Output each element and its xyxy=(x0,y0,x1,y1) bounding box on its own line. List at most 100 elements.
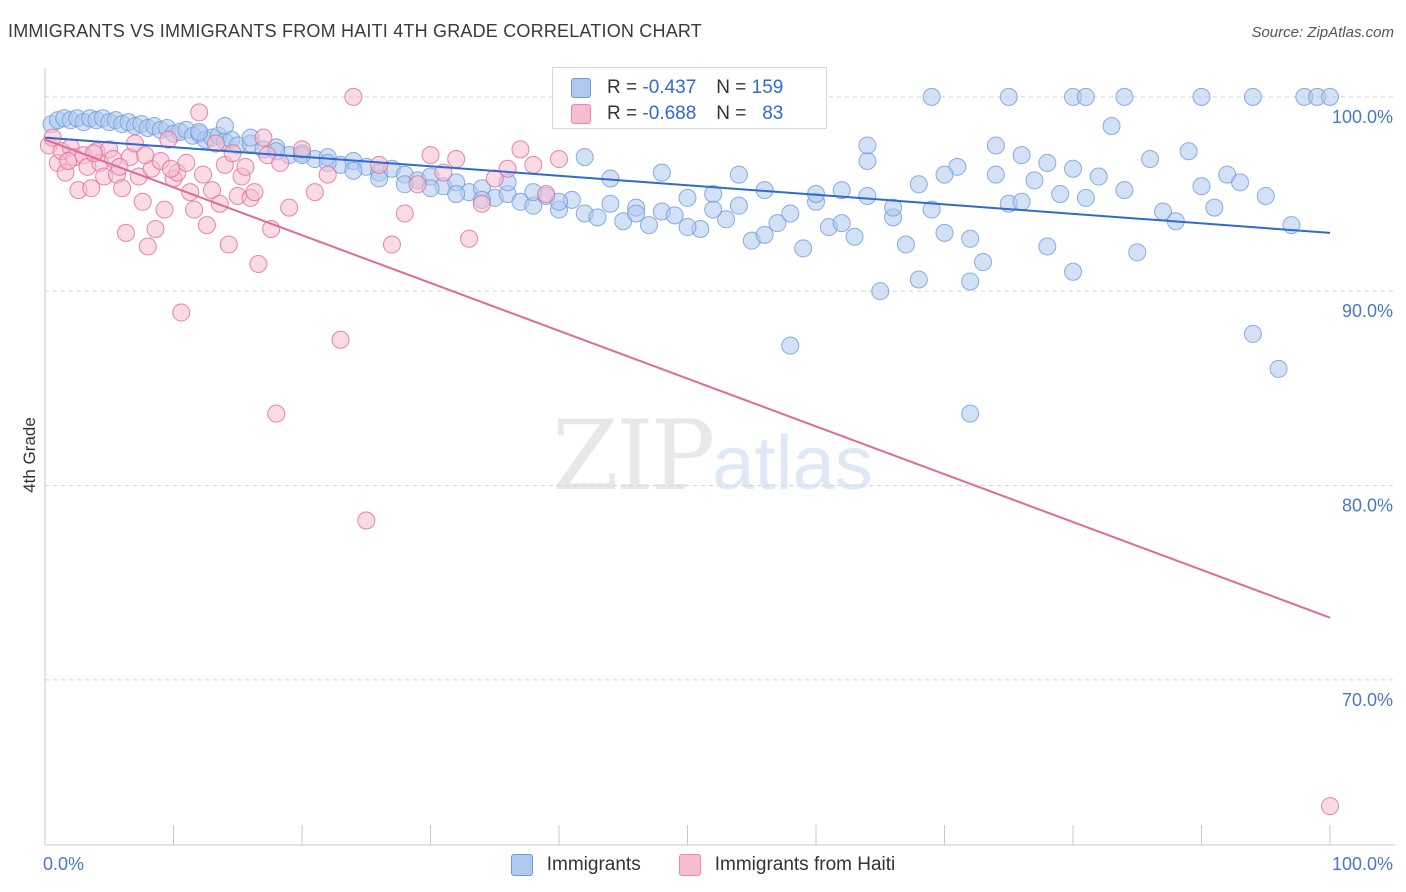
immigrants-point xyxy=(1231,173,1250,192)
immigrants-point xyxy=(1012,146,1031,165)
immigrants-point xyxy=(935,223,954,242)
legend-row-haiti: R = -0.688 N = 83 xyxy=(571,101,783,127)
haiti-point xyxy=(206,134,225,153)
haiti-point xyxy=(370,155,389,174)
haiti-point xyxy=(197,216,216,235)
legend-item-immigrants[interactable]: Immigrants xyxy=(510,852,641,878)
immigrants-point xyxy=(678,218,697,237)
immigrants-point xyxy=(961,404,980,423)
immigrants-point xyxy=(215,117,234,136)
y-tick-label: 80.0% xyxy=(1342,496,1393,516)
immigrants-point xyxy=(768,214,787,233)
immigrants-point xyxy=(1243,87,1262,106)
haiti-point xyxy=(280,198,299,217)
haiti-point xyxy=(219,235,238,254)
haiti-point xyxy=(155,200,174,219)
grid-lines xyxy=(45,96,1395,681)
haiti-point xyxy=(254,128,273,147)
immigrants-point xyxy=(961,229,980,248)
legend-r-label: R = xyxy=(607,103,638,124)
watermark-zip: ZIP xyxy=(552,400,715,512)
axes xyxy=(44,68,1395,846)
haiti-point xyxy=(84,144,103,163)
x-tick-label-max: 100.0% xyxy=(1332,854,1393,874)
legend-swatch-haiti xyxy=(678,854,701,876)
immigrants-point xyxy=(588,208,607,227)
haiti-point xyxy=(249,254,268,273)
watermark: ZIPatlas xyxy=(552,400,873,512)
haiti-point xyxy=(293,140,311,159)
immigrants-point xyxy=(794,239,813,258)
immigrants-point xyxy=(896,235,915,254)
immigrants-point xyxy=(909,270,928,289)
haiti-point xyxy=(331,330,350,349)
legend-n-value: 83 xyxy=(762,103,784,124)
haiti-point xyxy=(138,237,157,256)
haiti-point xyxy=(408,175,427,194)
immigrants-point xyxy=(858,186,877,205)
tick-labels: 70.0% 80.0% 90.0% 100.0% 0.0% 100.0% xyxy=(43,107,1393,874)
immigrants-point xyxy=(627,204,646,223)
immigrants-point xyxy=(832,181,851,200)
immigrants-point xyxy=(1205,198,1224,217)
immigrants-point xyxy=(344,161,363,180)
immigrants-point xyxy=(1012,192,1031,211)
haiti-point xyxy=(271,153,290,172)
trend-lines xyxy=(44,136,1331,619)
immigrants-point xyxy=(678,188,697,207)
immigrants-point xyxy=(858,136,877,155)
haiti-point xyxy=(318,165,337,184)
legend-r-value: -0.437 xyxy=(642,77,697,98)
immigrants-point xyxy=(1128,243,1147,262)
immigrants-point xyxy=(665,206,684,225)
immigrants-point xyxy=(1076,188,1095,207)
haiti-point xyxy=(236,157,255,176)
haiti-point xyxy=(267,404,286,423)
immigrants-point xyxy=(1089,167,1108,186)
chart-source: Source: ZipAtlas.com xyxy=(1251,24,1394,41)
y-axis-label: 4th Grade xyxy=(20,417,39,493)
legend-r-label: R = xyxy=(607,77,638,98)
immigrants-point xyxy=(986,165,1005,184)
watermark-atlas: atlas xyxy=(712,421,873,506)
immigrants-point xyxy=(1256,186,1275,205)
legend-label: Immigrants from Haiti xyxy=(714,854,896,875)
haiti-point xyxy=(136,146,155,165)
series-immigrants-points xyxy=(42,87,1339,423)
immigrants-point xyxy=(1102,117,1121,136)
haiti-point xyxy=(159,130,178,149)
haiti-point xyxy=(524,155,543,174)
immigrants-point xyxy=(639,216,658,235)
immigrants-point xyxy=(447,185,466,204)
correlation-legend: R = -0.437 N = 159 R = -0.688 N = 83 xyxy=(552,67,827,129)
legend-row-immigrants: R = -0.437 N = 159 xyxy=(571,75,783,101)
immigrants-point xyxy=(1141,150,1160,169)
legend-n-label: N = xyxy=(716,77,747,98)
immigrants-point xyxy=(601,194,620,213)
immigrants-point xyxy=(845,227,864,246)
haiti-point xyxy=(460,229,479,248)
series-legend: Immigrants Immigrants from Haiti xyxy=(0,852,1406,878)
immigrants-point xyxy=(729,165,748,184)
immigrants-point xyxy=(190,122,209,141)
haiti-point xyxy=(190,103,209,122)
immigrants-point xyxy=(909,175,928,194)
haiti-point xyxy=(146,220,165,239)
haiti-point xyxy=(344,87,363,106)
haiti-trend-line xyxy=(44,138,1331,619)
chart-title: IMMIGRANTS VS IMMIGRANTS FROM HAITI 4TH … xyxy=(8,21,702,41)
immigrants-point xyxy=(781,204,800,223)
immigrants-point xyxy=(1192,177,1211,196)
immigrants-point xyxy=(1269,359,1288,378)
immigrants-point xyxy=(961,272,980,291)
legend-label: Immigrants xyxy=(546,854,641,875)
haiti-point xyxy=(498,159,517,178)
immigrants-point xyxy=(935,165,954,184)
immigrants-point xyxy=(999,87,1018,106)
immigrants-point xyxy=(974,253,993,272)
haiti-point xyxy=(185,200,204,219)
legend-item-haiti[interactable]: Immigrants from Haiti xyxy=(678,852,896,878)
legend-n-label: N = xyxy=(716,103,747,124)
haiti-point xyxy=(485,169,504,188)
